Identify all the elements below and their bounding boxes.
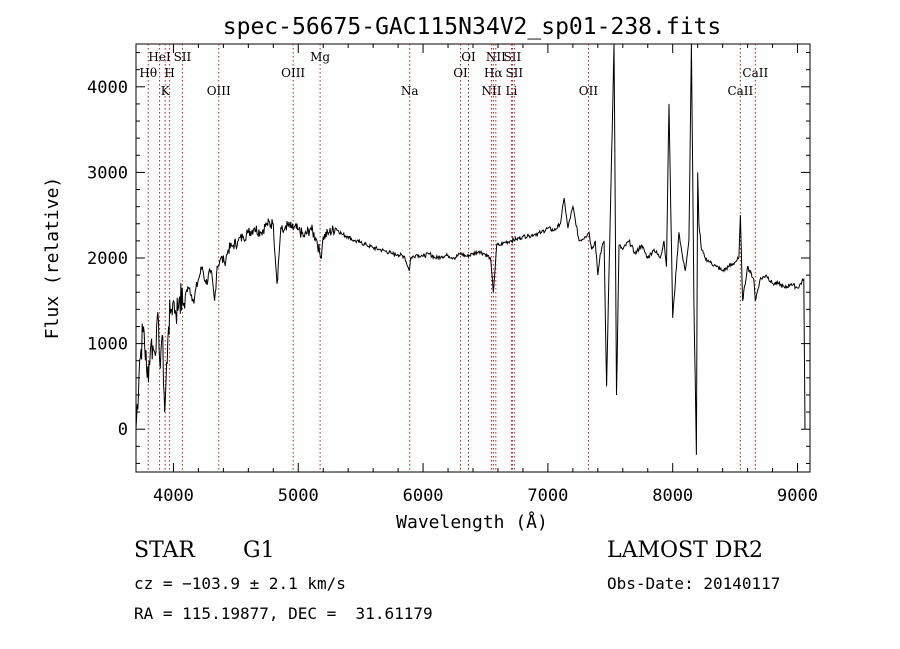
survey-name: LAMOST DR2 (607, 538, 763, 563)
line-marker-label: HeI (148, 50, 171, 64)
line-marker-label: K (161, 84, 171, 98)
line-marker-label: NII (486, 50, 506, 64)
x-axis-label: Wavelength (Å) (396, 511, 548, 533)
y-axis-label: Flux (relative) (42, 177, 63, 340)
line-marker-label: CaII (742, 66, 768, 80)
line-marker-label: Hα (484, 66, 503, 80)
x-tick-label: 9000 (777, 486, 818, 506)
spectrum-line (135, 43, 806, 455)
line-marker-label: OIII (281, 66, 305, 80)
line-marker-label: SII (174, 50, 192, 64)
spectral-subclass: G1 (243, 538, 275, 563)
y-tick-label: 0 (118, 420, 128, 440)
line-marker-label: Na (401, 84, 419, 98)
x-tick-label: 4000 (153, 486, 194, 506)
line-marker-label: OIII (207, 84, 231, 98)
y-tick-label: 3000 (87, 163, 128, 183)
line-marker-label: SII (505, 66, 523, 80)
coordinates-readout: RA = 115.19877, DEC = 31.61179 (134, 604, 433, 623)
line-marker-label: NII (481, 84, 501, 98)
line-marker-label: OI (461, 50, 476, 64)
line-markers: HθHeIKHSIIOIIIOIIIMgNaOIOINIIHαNIILiSIIS… (139, 44, 768, 472)
line-marker-label: OII (579, 84, 599, 98)
line-marker-label: Mg (310, 50, 330, 64)
object-class: STAR (134, 538, 195, 563)
line-marker-label: OI (453, 66, 468, 80)
x-tick-label: 8000 (652, 486, 693, 506)
redshift-readout: cz = −103.9 ± 2.1 km/s (134, 574, 346, 593)
line-marker-label: H (164, 66, 174, 80)
observation-date: Obs-Date: 20140117 (607, 574, 781, 593)
line-marker-label: CaII (727, 84, 753, 98)
x-tick-label: 5000 (278, 486, 319, 506)
y-tick-label: 1000 (87, 335, 128, 355)
axis-ticks: 4000 5000 6000 7000 8000 9000 0 1000 2000 3000 400… (87, 44, 818, 506)
chart-title: spec-56675-GAC115N34V2_sp01-238.fits (223, 14, 722, 40)
plot-frame (135, 43, 811, 473)
y-tick-label: 2000 (87, 249, 128, 269)
line-marker-label: SII (504, 50, 522, 64)
x-tick-label: 7000 (527, 486, 568, 506)
line-marker-label: Hθ (139, 66, 157, 80)
x-tick-label: 6000 (403, 486, 444, 506)
y-tick-label: 4000 (87, 78, 128, 98)
line-marker-label: Li (506, 84, 518, 98)
